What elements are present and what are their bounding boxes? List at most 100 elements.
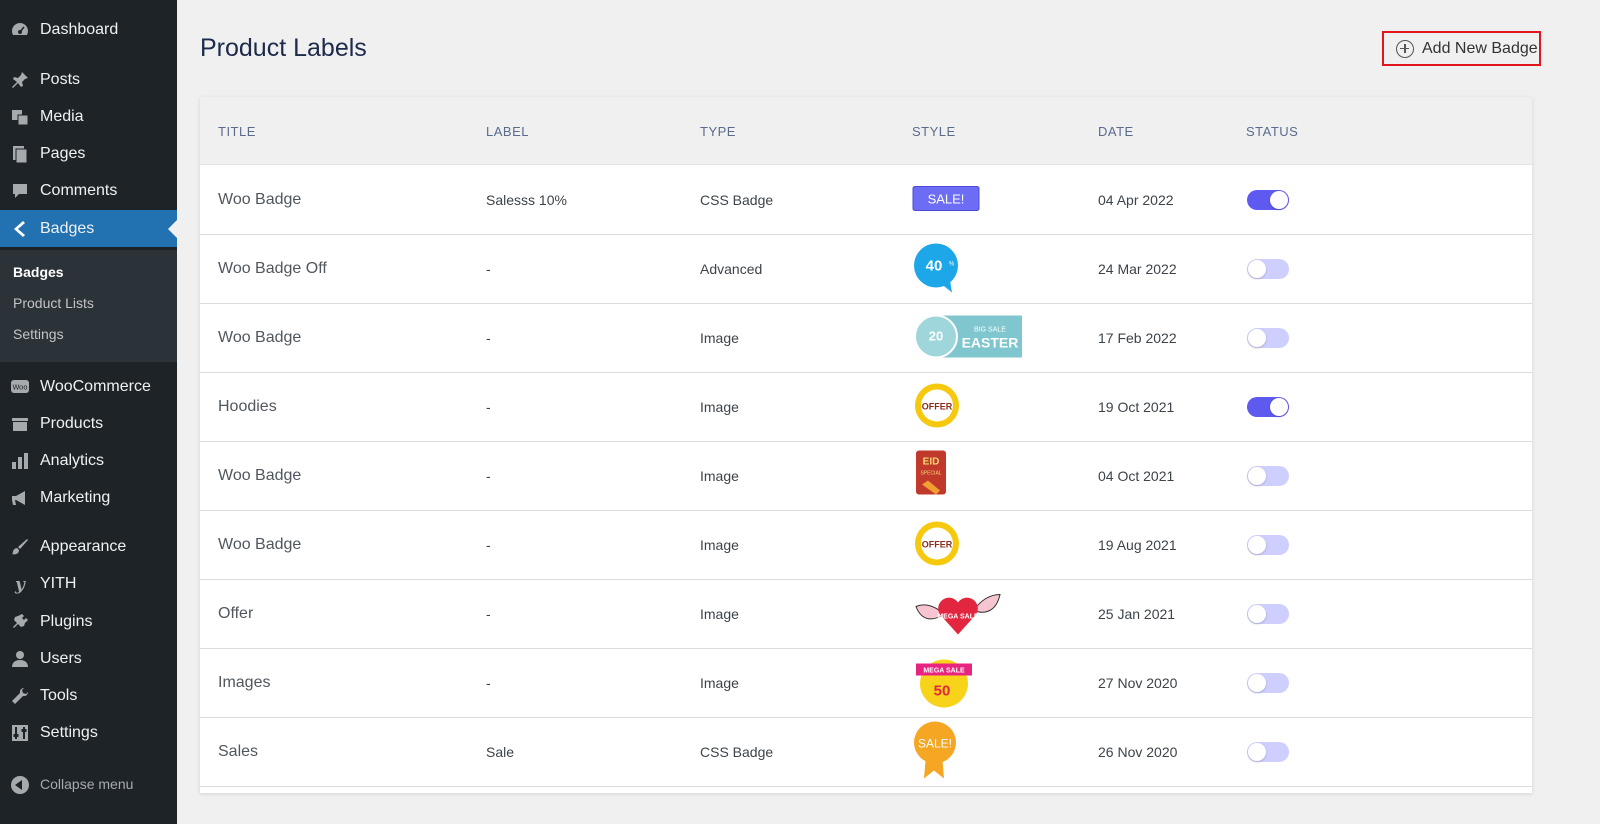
row-date: 19 Oct 2021: [1098, 398, 1175, 415]
column-header-status: STATUS: [1246, 124, 1299, 139]
row-title[interactable]: Hoodies: [218, 397, 277, 415]
status-toggle[interactable]: [1247, 396, 1289, 417]
sidebar-item-yith[interactable]: y YITH: [0, 565, 177, 602]
status-toggle[interactable]: [1247, 258, 1289, 279]
column-header-style: STYLE: [912, 124, 956, 139]
sidebar-item-media[interactable]: Media: [0, 98, 177, 135]
row-type: Advanced: [700, 260, 763, 277]
row-title[interactable]: Woo Badge Off: [218, 259, 327, 277]
toggle-knob: [1248, 673, 1266, 692]
row-date: 17 Feb 2022: [1098, 329, 1177, 346]
row-style-preview: OFFER: [912, 518, 962, 571]
sidebar-item-comments[interactable]: Comments: [0, 172, 177, 209]
sidebar-item-badges[interactable]: Badges: [0, 210, 177, 247]
row-label: -: [486, 674, 491, 691]
column-header-label[interactable]: LABEL: [486, 124, 529, 139]
sidebar-item-label: Posts: [40, 70, 81, 88]
sidebar-item-label: Comments: [40, 181, 118, 199]
sidebar-item-label: Dashboard: [40, 20, 119, 38]
sidebar-item-label: Plugins: [40, 612, 93, 630]
row-title[interactable]: Sales: [218, 742, 259, 760]
table-row: Images - Image MEGA SALE 50 27 Nov 2020: [200, 648, 1532, 718]
row-title[interactable]: Woo Badge: [218, 328, 302, 346]
user-icon: [10, 649, 30, 669]
status-toggle[interactable]: [1247, 189, 1289, 210]
svg-text:SALE!: SALE!: [928, 191, 965, 206]
row-label: Sale: [486, 743, 515, 760]
sidebar-item-marketing[interactable]: Marketing: [0, 479, 177, 516]
row-date: 04 Apr 2022: [1098, 191, 1174, 208]
sidebar-item-woocommerce[interactable]: Woo WooCommerce: [0, 368, 177, 405]
sidebar-item-label: Products: [40, 414, 104, 432]
row-date: 26 Nov 2020: [1098, 743, 1178, 760]
status-toggle[interactable]: [1247, 327, 1289, 348]
sidebar-item-posts[interactable]: Posts: [0, 61, 177, 98]
column-header-date[interactable]: DATE: [1098, 124, 1134, 139]
sidebar-item-label: Analytics: [40, 451, 105, 469]
sidebar-item-dashboard[interactable]: Dashboard: [0, 11, 177, 48]
row-type: Image: [700, 605, 739, 622]
sidebar-item-settings[interactable]: Settings: [0, 714, 177, 751]
row-type: Image: [700, 329, 739, 346]
sidebar-item-plugins[interactable]: Plugins: [0, 603, 177, 640]
row-style-preview: SALE!: [912, 720, 962, 783]
submenu-item-product-lists[interactable]: Product Lists: [13, 295, 94, 311]
sidebar-item-analytics[interactable]: Analytics: [0, 442, 177, 479]
collapse-menu-button[interactable]: Collapse menu: [0, 770, 177, 800]
table-row: Woo Badge - Image 20 BIG SALE EASTER 17 Fe…: [200, 303, 1532, 373]
table-row: Hoodies - Image OFFER 19 Oct 2021: [200, 372, 1532, 442]
row-style-preview: MEGA SALE 50: [912, 653, 976, 712]
status-toggle[interactable]: [1247, 465, 1289, 486]
row-title[interactable]: Woo Badge: [218, 535, 302, 553]
sidebar-item-appearance[interactable]: Appearance: [0, 528, 177, 565]
table-row: Woo Badge Off - Advanced 40% 24 Mar 2022: [200, 234, 1532, 304]
row-label: -: [486, 260, 491, 277]
wrench-icon: [10, 686, 30, 706]
row-label: -: [486, 536, 491, 553]
row-title[interactable]: Images: [218, 673, 271, 691]
row-label: -: [486, 467, 491, 484]
status-toggle[interactable]: [1247, 534, 1289, 555]
sidebar-item-users[interactable]: Users: [0, 640, 177, 677]
brush-icon: [10, 537, 30, 557]
table-row: Woo Badge - Image OFFER 19 Aug 2021: [200, 510, 1532, 580]
badges-submenu: Badges Product Lists Settings: [0, 250, 177, 362]
page-title: Product Labels: [200, 34, 367, 62]
row-label: Salesss 10%: [486, 191, 567, 208]
row-date: 04 Oct 2021: [1098, 467, 1175, 484]
bar-chart-icon: [10, 451, 30, 471]
status-toggle[interactable]: [1247, 603, 1289, 624]
row-title[interactable]: Woo Badge: [218, 190, 302, 208]
add-new-badge-button[interactable]: Add New Badge: [1382, 31, 1541, 66]
plus-circle-icon: [1396, 39, 1414, 58]
submenu-item-badges[interactable]: Badges: [13, 264, 64, 280]
add-new-badge-label: Add New Badge: [1422, 39, 1538, 57]
row-label: -: [486, 605, 491, 622]
sidebar-item-pages[interactable]: Pages: [0, 135, 177, 172]
svg-text:40: 40: [926, 257, 943, 274]
collapse-arrow-icon: [11, 776, 29, 794]
toggle-knob: [1270, 190, 1288, 209]
table-row: Woo Badge Salesss 10% CSS Badge SALE! 04…: [200, 165, 1532, 235]
row-title[interactable]: Offer: [218, 604, 254, 622]
box-icon: [10, 414, 30, 434]
column-header-type[interactable]: TYPE: [700, 124, 736, 139]
row-style-preview: MEGA SALE: [912, 584, 1004, 643]
status-toggle[interactable]: [1247, 672, 1289, 693]
sidebar-item-tools[interactable]: Tools: [0, 677, 177, 714]
row-type: CSS Badge: [700, 191, 774, 208]
row-style-preview: 40%: [912, 240, 962, 297]
column-header-title[interactable]: TITLE: [218, 124, 256, 139]
sidebar-item-products[interactable]: Products: [0, 405, 177, 442]
svg-text:%: %: [949, 261, 955, 267]
sidebar-item-label: Marketing: [40, 488, 111, 506]
svg-text:y: y: [14, 575, 26, 594]
row-label: -: [486, 398, 491, 415]
status-toggle[interactable]: [1247, 741, 1289, 762]
row-title[interactable]: Woo Badge: [218, 466, 302, 484]
svg-text:OFFER: OFFER: [922, 401, 953, 411]
sidebar-item-label: Appearance: [40, 537, 127, 555]
submenu-item-settings[interactable]: Settings: [13, 326, 64, 342]
sliders-icon: [10, 723, 30, 743]
svg-text:50: 50: [934, 682, 951, 699]
